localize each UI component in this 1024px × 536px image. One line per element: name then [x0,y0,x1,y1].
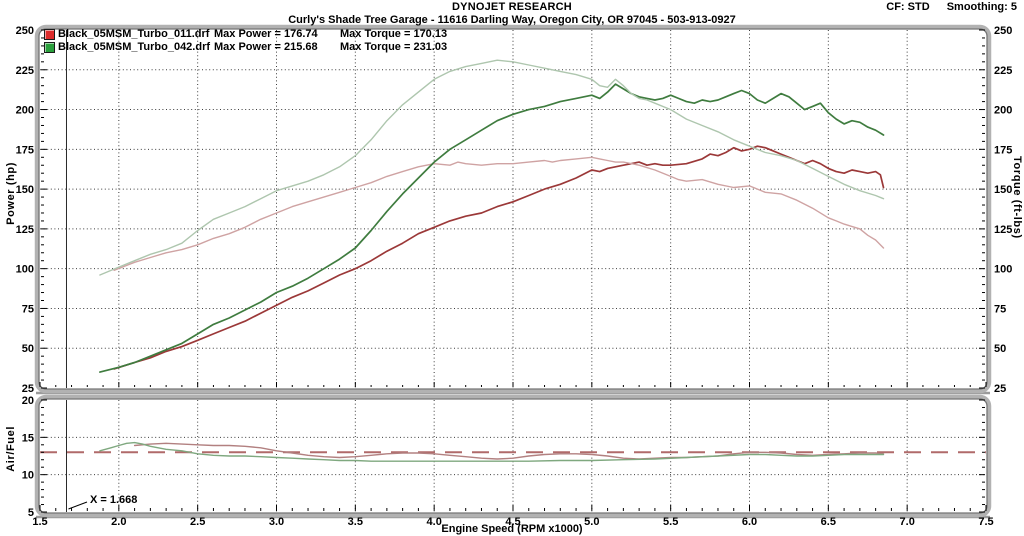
engine-speed-axis-label: Engine Speed (RPM x1000) [441,523,583,535]
page-title: DYNOJET RESEARCH [452,1,572,13]
airfuel-tick-labels: 20 15 10 5 [22,395,34,519]
series-power_042 [99,83,885,373]
svg-text:3.0: 3.0 [269,516,284,528]
svg-text:15: 15 [22,432,34,444]
svg-text:4.5: 4.5 [505,516,520,528]
svg-text:3.5: 3.5 [348,516,363,528]
svg-text:10: 10 [22,470,34,482]
svg-text:75: 75 [994,303,1006,315]
svg-text:50: 50 [994,343,1006,355]
svg-text:25: 25 [994,383,1006,395]
power-tick-labels: 250 225 200 175 150 125 100 75 50 25 [16,25,34,395]
run-color-swatch [44,29,55,40]
svg-text:150: 150 [16,184,34,196]
svg-text:250: 250 [16,25,34,37]
legend-run-row[interactable]: Black_05MSM_Turbo_042.drf Max Power = 21… [44,41,447,54]
svg-text:175: 175 [994,144,1012,156]
run-color-swatch [44,42,55,53]
legend: Black_05MSM_Turbo_011.drf Max Power = 17… [44,28,447,54]
torque-tick-labels: 250 225 200 175 150 125 100 75 50 25 [994,25,1012,395]
series-torque_011 [113,156,885,271]
power-torque-plot-frame [34,24,992,395]
svg-text:2.5: 2.5 [190,516,205,528]
svg-text:6.5: 6.5 [821,516,836,528]
svg-text:200: 200 [16,105,34,117]
rpm-tick-labels: 1.5 2.0 2.5 3.0 3.5 4.0 4.5 5.0 5.5 6.0 6.5 7.0 7.5 [32,516,993,528]
airfuel-axis-label: Air/Fuel [5,426,17,472]
svg-text:125: 125 [16,224,34,236]
svg-text:1.5: 1.5 [32,516,47,528]
gridlines [40,30,986,512]
torque-axis-label: Torque (ft-lbs) [1011,156,1023,239]
svg-text:125: 125 [994,224,1012,236]
svg-text:150: 150 [994,184,1012,196]
svg-text:2.0: 2.0 [111,516,126,528]
run-max-power: Max Power = 215.68 [214,41,318,53]
cf-setting: CF: STD [886,1,930,13]
run-file-name: Black_05MSM_Turbo_011.drf [58,28,210,40]
shop-address: Curly's Shade Tree Garage - 11616 Darlin… [288,14,736,26]
run-file-name: Black_05MSM_Turbo_042.drf [58,41,211,53]
series-power_011 [113,145,885,370]
svg-text:5.0: 5.0 [584,516,599,528]
svg-text:7.5: 7.5 [978,516,993,528]
svg-text:250: 250 [994,25,1012,37]
correction-settings: CF: STD Smoothing: 5 [886,1,1017,13]
smoothing-setting: Smoothing: 5 [946,1,1017,13]
svg-text:225: 225 [994,65,1012,77]
cursor-readout: X = 1.668 [90,494,138,506]
svg-text:4.0: 4.0 [427,516,442,528]
svg-text:175: 175 [16,144,34,156]
svg-text:75: 75 [22,303,34,315]
svg-text:7.0: 7.0 [900,516,915,528]
cursor-line[interactable] [65,30,88,512]
svg-text:6.0: 6.0 [742,516,757,528]
svg-text:200: 200 [994,105,1012,117]
power-axis-label: Power (hp) [5,162,17,225]
series-af_011 [133,442,885,460]
series-af_042 [99,441,885,462]
run-max-torque: Max Torque = 170.13 [340,28,448,40]
airfuel-plot-frame [34,394,992,519]
svg-text:20: 20 [22,395,34,407]
svg-text:25: 25 [22,383,34,395]
series-torque_042 [99,59,885,276]
svg-text:5.5: 5.5 [663,516,678,528]
run-max-torque: Max Torque = 231.03 [340,41,448,53]
svg-text:50: 50 [22,343,34,355]
svg-text:100: 100 [16,264,34,276]
legend-run-row[interactable]: Black_05MSM_Turbo_011.drf Max Power = 17… [44,28,447,41]
run-max-power: Max Power = 176.74 [214,28,318,40]
tick-marks [39,29,987,513]
svg-text:225: 225 [16,65,34,77]
svg-text:5: 5 [28,507,34,519]
svg-text:100: 100 [994,264,1012,276]
